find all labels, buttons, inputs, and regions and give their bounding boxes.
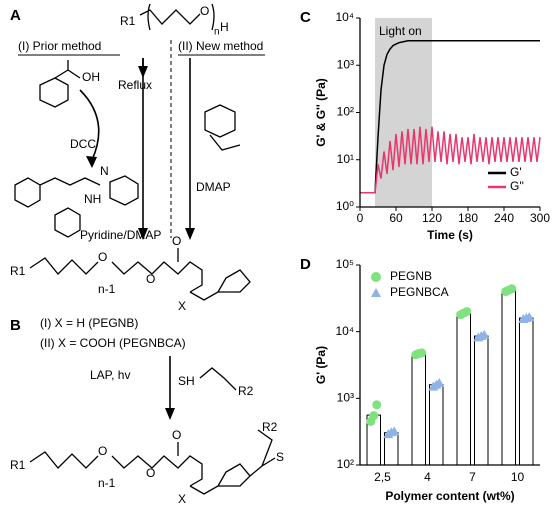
- anhydride: [204, 104, 241, 151]
- y-tick-label: 10¹: [337, 152, 354, 166]
- x-tick-label: 0: [357, 211, 364, 225]
- new-method: (II) New method: [178, 39, 263, 53]
- n-minus-1: n-1: [98, 282, 116, 296]
- x-axis-label: Polymer content (wt%): [385, 489, 514, 503]
- arrowhead: [86, 156, 97, 168]
- legend-label: PEGNBCA: [390, 285, 449, 299]
- bar: [519, 317, 534, 466]
- pegnb-structure: [29, 248, 251, 301]
- data-point: [389, 426, 400, 436]
- product-structure: [29, 429, 276, 495]
- x-tick-label: 2,5: [374, 470, 391, 484]
- bar: [411, 353, 426, 466]
- x-tick-label: 300: [530, 211, 550, 225]
- r1: R1: [120, 14, 136, 28]
- arrowhead: [138, 66, 148, 78]
- thiol: SH: [178, 374, 195, 388]
- x-group: X: [178, 492, 186, 506]
- bar: [474, 335, 489, 466]
- y-tick-label: 10⁴: [335, 324, 354, 338]
- data-point: [372, 400, 382, 410]
- data-point: [434, 377, 445, 387]
- data-point: [462, 307, 472, 317]
- curved-arrow: [79, 89, 100, 161]
- x-tick-label: 4: [424, 470, 431, 484]
- data-point: [369, 411, 379, 421]
- arrowhead: [138, 228, 148, 240]
- sulfur: S: [276, 450, 284, 464]
- repeat-n: n: [214, 27, 220, 38]
- legend-swatch: [371, 272, 381, 282]
- legend-label: PEGNB: [390, 269, 432, 283]
- x-tick-label: 240: [494, 211, 514, 225]
- panel-label: A: [10, 7, 21, 24]
- x-group: X: [178, 299, 186, 313]
- y-tick-label: 10³: [337, 391, 354, 405]
- bar: [501, 289, 516, 466]
- x-tick-label: 7: [469, 470, 476, 484]
- norbornene-acid: [39, 60, 81, 108]
- data-point: [507, 284, 517, 294]
- dmap: DMAP: [196, 180, 231, 194]
- oxygen: O: [172, 428, 181, 442]
- oxygen: O: [98, 250, 107, 264]
- r2: R2: [262, 420, 278, 434]
- data-point: [479, 329, 490, 339]
- y-tick-label: 10⁰: [336, 199, 354, 213]
- x-tick-label: 180: [458, 211, 478, 225]
- light-on-region: [375, 18, 432, 207]
- arrowhead: [165, 408, 175, 420]
- data-point: [524, 312, 535, 322]
- y-tick-label: 10⁵: [336, 257, 354, 271]
- series-line: [360, 126, 541, 194]
- oh: OH: [82, 70, 100, 84]
- y-axis-label: G' (Pa): [314, 346, 328, 384]
- y-axis-label: G' & G'' (Pa): [314, 78, 328, 147]
- r1: R1: [10, 264, 26, 278]
- product-i: (I) X = H (PEGNB): [40, 316, 138, 330]
- annotation: Light on: [379, 24, 422, 38]
- lap-hv: LAP, hv: [90, 368, 130, 382]
- n-minus-1: n-1: [98, 476, 116, 490]
- cyclohexyl: [54, 175, 139, 238]
- thiol-chain: [199, 367, 237, 391]
- bracket: [147, 3, 215, 31]
- n-atom: N: [100, 164, 109, 178]
- reflux: Reflux: [118, 78, 152, 92]
- dcc: DCC: [70, 137, 96, 151]
- oxygen: O: [172, 234, 181, 248]
- oxygen: O: [146, 466, 155, 480]
- panel-label: D: [300, 256, 311, 273]
- data-point: [417, 348, 427, 358]
- y-tick-label: 10³: [337, 57, 354, 71]
- oxygen: O: [200, 4, 209, 18]
- y-tick-label: 10⁴: [335, 10, 354, 24]
- bar: [429, 384, 444, 466]
- prior-method: (I) Prior method: [18, 39, 101, 53]
- y-tick-label: 10²: [337, 105, 354, 119]
- bar: [456, 312, 471, 466]
- legend-label: G'': [510, 179, 524, 193]
- panel-label: B: [10, 317, 21, 334]
- x-axis-label: Time (s): [427, 228, 473, 242]
- pyridine-dmap: Pyridine/DMAP: [80, 228, 161, 242]
- oxygen: O: [98, 444, 107, 458]
- r2: R2: [238, 384, 254, 398]
- product-ii: (II) X = COOH (PEGNBCA): [40, 336, 186, 350]
- x-tick-label: 10: [511, 470, 525, 484]
- r1: R1: [10, 458, 26, 472]
- panel-label: C: [300, 9, 311, 26]
- legend-swatch: [371, 288, 381, 297]
- legend-label: G': [510, 165, 522, 179]
- x-tick-label: 60: [389, 211, 403, 225]
- x-tick-label: 120: [422, 211, 442, 225]
- arrowhead: [185, 228, 195, 240]
- activated-ester: [14, 177, 101, 208]
- series-line: [360, 40, 540, 194]
- hydrogen: H: [220, 20, 229, 34]
- oxygen: O: [146, 272, 155, 286]
- y-tick-label: 10²: [337, 457, 354, 471]
- nh: NH: [84, 192, 101, 206]
